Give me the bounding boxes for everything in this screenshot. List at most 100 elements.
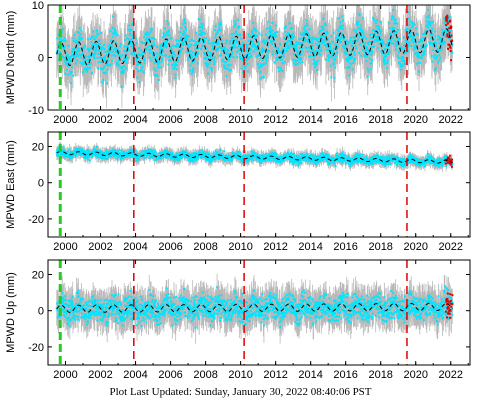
recent-point xyxy=(450,27,453,30)
data-point xyxy=(87,55,90,58)
data-point xyxy=(76,59,79,62)
data-point xyxy=(247,51,250,54)
data-point xyxy=(262,38,265,41)
data-point xyxy=(214,25,217,28)
data-point xyxy=(320,34,323,37)
data-point xyxy=(115,51,118,54)
recent-point xyxy=(447,47,450,50)
data-point xyxy=(322,38,325,41)
data-point xyxy=(267,50,270,53)
data-point xyxy=(428,14,431,17)
data-point xyxy=(315,38,318,41)
data-point xyxy=(100,50,103,53)
data-point xyxy=(191,51,194,54)
data-point xyxy=(387,38,390,41)
data-point xyxy=(193,52,196,55)
data-point xyxy=(396,22,399,25)
data-point xyxy=(297,41,300,44)
data-point xyxy=(219,24,222,27)
data-point xyxy=(205,57,208,60)
data-point xyxy=(424,30,427,33)
data-point xyxy=(117,53,120,56)
data-point xyxy=(254,35,257,38)
data-point xyxy=(85,64,88,67)
data-point xyxy=(437,61,440,64)
data-point xyxy=(171,63,174,66)
data-point xyxy=(213,29,216,32)
data-point xyxy=(265,59,268,62)
data-point xyxy=(135,58,138,61)
data-point xyxy=(350,48,353,51)
data-point xyxy=(339,26,342,29)
data-point xyxy=(188,40,191,43)
data-point xyxy=(131,35,134,38)
data-point xyxy=(212,46,215,49)
data-point xyxy=(184,37,187,40)
data-point xyxy=(379,30,382,33)
data-point xyxy=(427,16,430,19)
data-point xyxy=(442,42,445,45)
data-point xyxy=(422,37,425,40)
data-point xyxy=(116,48,119,51)
data-point xyxy=(246,70,249,73)
data-point xyxy=(217,38,220,41)
data-point xyxy=(230,37,233,40)
data-point xyxy=(385,45,388,48)
data-point xyxy=(304,38,307,41)
data-point xyxy=(176,59,179,62)
data-point xyxy=(395,30,398,33)
data-point xyxy=(199,34,202,37)
data-point xyxy=(88,50,91,53)
data-point xyxy=(198,26,201,29)
data-point xyxy=(99,32,102,35)
data-point xyxy=(295,43,298,46)
data-point xyxy=(296,59,299,62)
data-point xyxy=(224,52,227,55)
data-point xyxy=(392,16,395,19)
data-point xyxy=(118,50,121,53)
data-point xyxy=(403,52,406,55)
data-point xyxy=(79,53,82,56)
data-point xyxy=(95,43,98,46)
data-point xyxy=(413,35,416,38)
data-point xyxy=(286,44,289,47)
data-point xyxy=(232,32,235,35)
data-point xyxy=(371,16,374,19)
data-point xyxy=(106,68,109,71)
data-point xyxy=(321,41,324,44)
data-point xyxy=(274,51,277,54)
data-point xyxy=(232,42,235,45)
data-point xyxy=(338,38,341,41)
data-point xyxy=(258,65,261,68)
data-point xyxy=(360,32,363,35)
data-point xyxy=(188,50,191,53)
data-point xyxy=(241,49,244,52)
data-point xyxy=(120,85,123,88)
data-point xyxy=(172,51,175,54)
data-point xyxy=(101,81,104,84)
data-point xyxy=(155,55,158,58)
data-point xyxy=(299,58,302,61)
data-point xyxy=(63,37,66,40)
data-point xyxy=(250,36,253,39)
data-point xyxy=(182,43,185,46)
data-point xyxy=(137,70,140,73)
data-point xyxy=(339,24,342,27)
data-point xyxy=(143,36,146,39)
data-point xyxy=(412,41,415,44)
data-point xyxy=(215,49,218,52)
data-point xyxy=(323,44,326,47)
data-point xyxy=(311,38,314,41)
data-point xyxy=(423,46,426,49)
data-point xyxy=(404,63,407,66)
data-point xyxy=(245,43,248,46)
data-point xyxy=(264,50,267,53)
data-point xyxy=(203,32,206,35)
data-point xyxy=(219,46,222,49)
data-point xyxy=(249,49,252,52)
data-point xyxy=(145,34,148,37)
data-point xyxy=(345,57,348,60)
data-point xyxy=(350,55,353,58)
data-point xyxy=(332,63,335,66)
data-point xyxy=(359,54,362,57)
